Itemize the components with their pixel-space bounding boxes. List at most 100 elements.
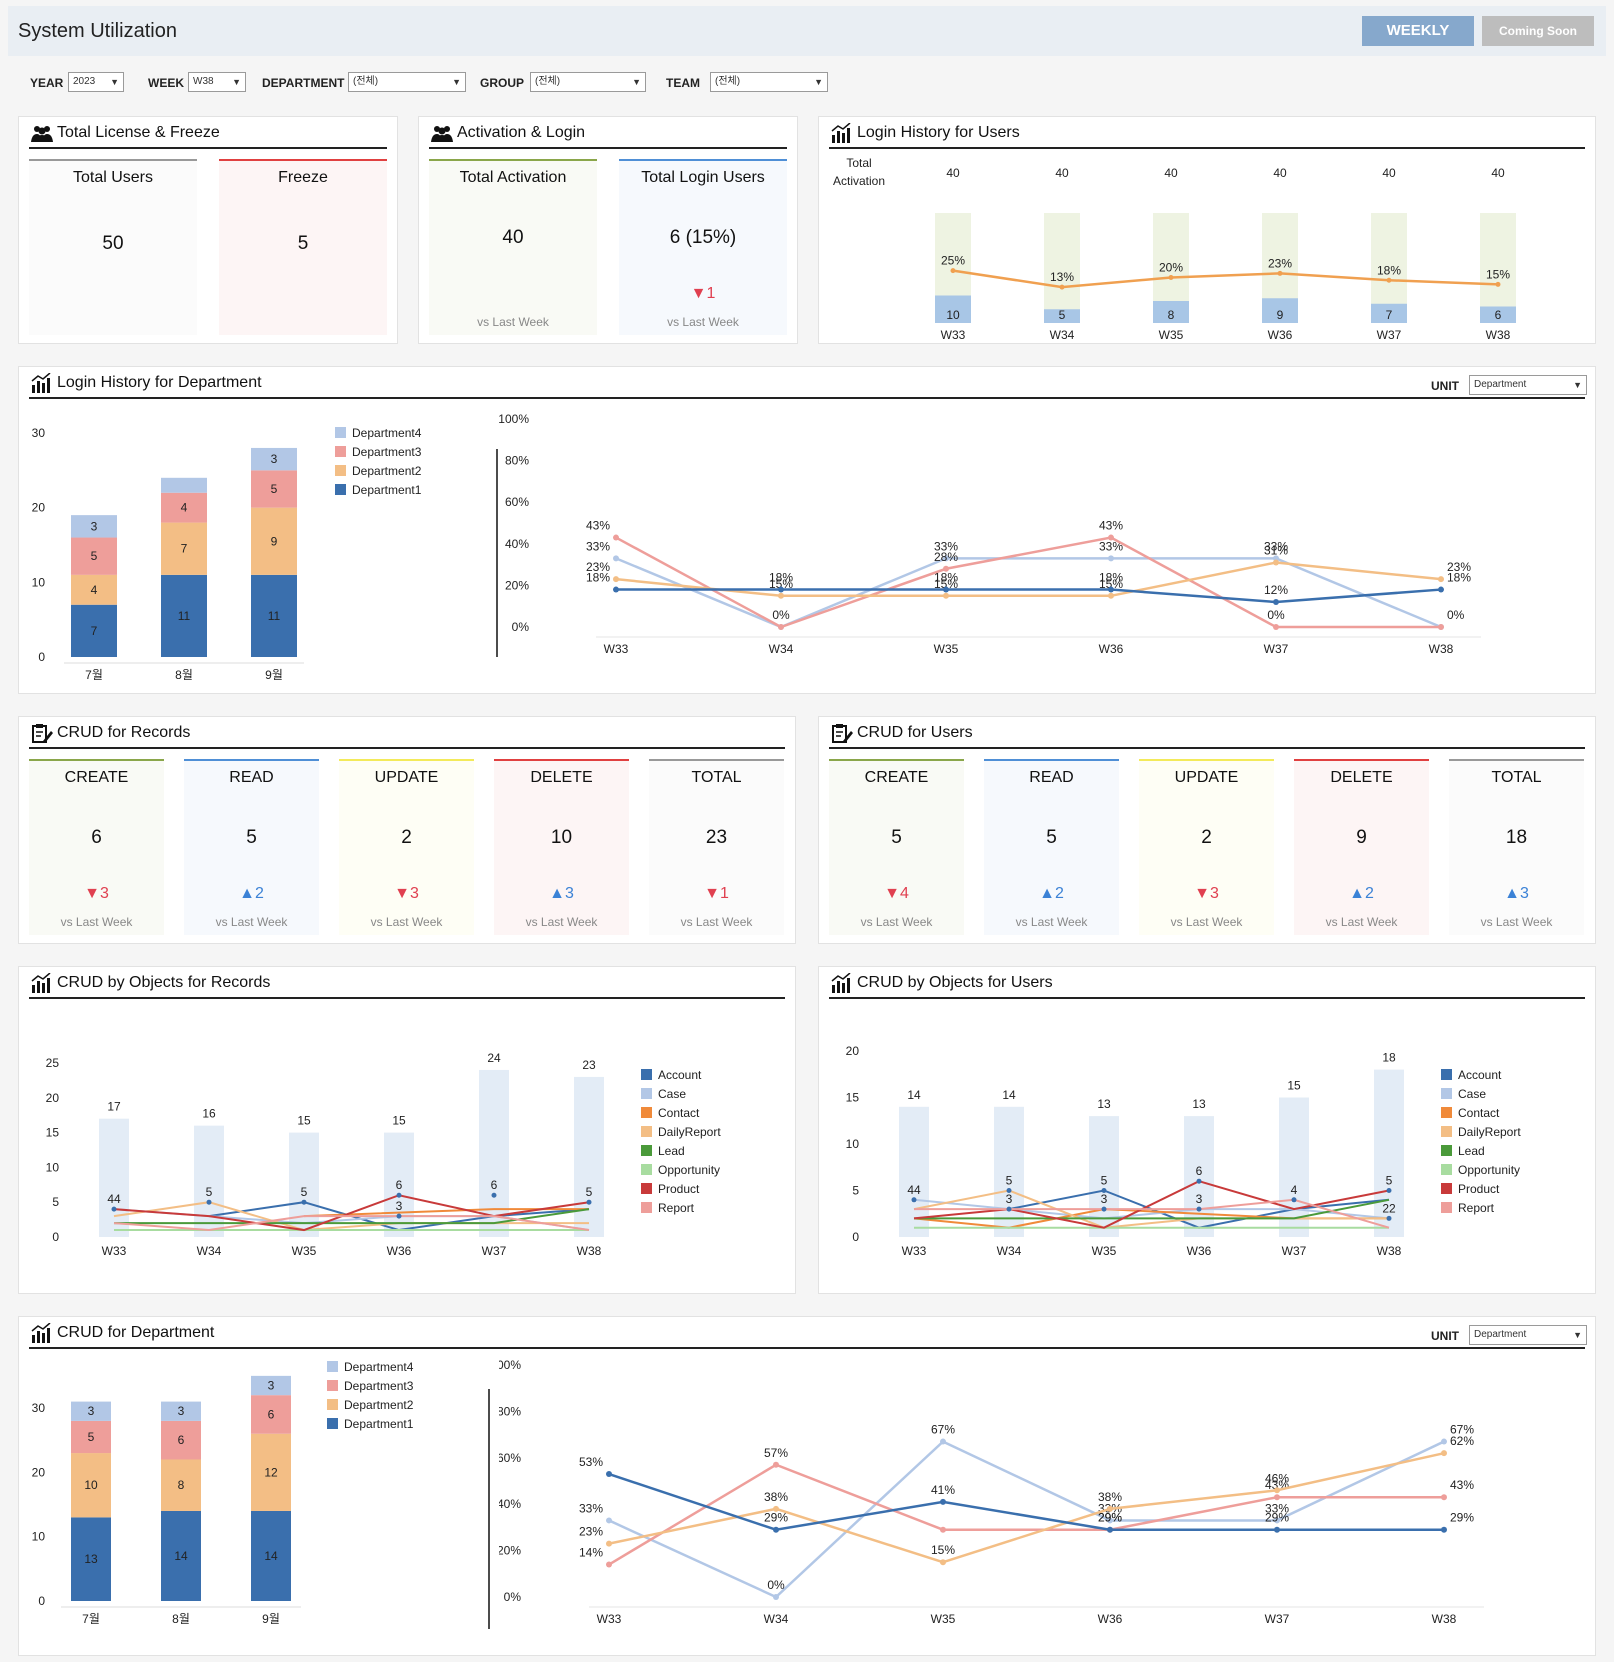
kpi-value: 9 [1356,827,1367,848]
kpi-label: Total Activation [459,169,567,186]
rate-label: 23% [1268,256,1292,270]
login-users-bar [1371,303,1407,323]
clipboard-edit-icon [32,724,53,743]
total-bar [1279,1097,1309,1237]
total-bar [384,1132,414,1237]
weekly-button[interactable]: WEEKLY [1362,16,1474,46]
point-label: 44 [107,1192,121,1206]
login-users-panel: Login History for Users Total Activation 4… [818,116,1596,344]
point-label: 38% [764,1490,788,1504]
series-point [778,586,784,593]
y-tick-label: 20% [505,578,529,592]
title-divider [29,397,1585,399]
series-point [773,1505,779,1512]
team-select[interactable]: (전체) ▼ [710,72,828,92]
object-point [1196,1206,1202,1212]
stack-segment [251,507,297,575]
login-rate-point [1277,270,1283,276]
series-line [608,1463,1444,1566]
segment-label: 14 [264,1549,278,1563]
stack-segment [251,1433,291,1511]
crud-obj-records-title: CRUD by Objects for Records [57,974,271,991]
series-point [943,592,949,599]
point-label: 67% [1450,1423,1474,1437]
unit-select[interactable]: Department ▼ [1469,1325,1587,1345]
legend-swatch [1441,1183,1452,1194]
x-tick-label: W35 [292,1244,317,1258]
year-select[interactable]: 2023 ▼ [68,72,124,92]
series-line [616,588,1442,604]
series-point [1108,555,1114,562]
coming-soon-button[interactable]: Coming Soon [1482,16,1594,46]
legend-swatch [641,1088,652,1099]
users-value-label: 6 [1495,308,1502,322]
series-point [1108,534,1114,541]
y-tick-label: 60% [499,1451,521,1465]
legend-label: Product [1458,1182,1500,1196]
kpi-total: TOTAL 18 ▲3 vs Last Week [1449,759,1584,935]
segment-label: 6 [268,1407,275,1421]
segment-label: 11 [178,609,191,623]
point-label: 0% [767,1578,785,1592]
object-point [206,1199,212,1205]
legend-swatch [327,1361,338,1372]
page-title: System Utilization [18,20,177,42]
crud-dept-stack-chart: 0 10 20 30 13 10 5 3 7월 14 8 6 3 8월 14 12 6 3 9월 Department… [32,1360,490,1629]
y-tick-label: 15 [846,1091,860,1105]
week-select[interactable]: W38 ▼ [188,72,246,92]
x-tick-label: W37 [1264,642,1289,656]
y-tick-label: 10 [32,1530,46,1544]
segment-label: 4 [91,583,98,597]
y-tick-label: 25 [46,1056,60,1070]
x-tick-label: 9월 [262,1612,280,1626]
activation-bar [1044,213,1080,323]
header-bar: System Utilization WEEKLY Coming Soon [8,6,1606,56]
kpi-label: UPDATE [1174,769,1239,786]
x-tick-label: W35 [1092,1244,1117,1258]
object-line [914,1198,1390,1220]
team-label: TEAM [666,76,700,90]
group-select[interactable]: (전체) ▼ [530,72,646,92]
total-label: 18 [1382,1051,1396,1065]
legend-label: Contact [1458,1106,1500,1120]
bar-chart-icon [31,373,51,393]
point-label: 62% [1450,1434,1474,1448]
y-tick-label: 15 [46,1126,60,1140]
legend-label: Department3 [344,1379,414,1393]
stack-segment [251,447,297,471]
stack-segment [71,574,117,605]
kpi-value: 18 [1505,827,1528,848]
x-tick-label: W38 [1377,1244,1402,1258]
total-bar [899,1106,929,1237]
segment-label: 7 [181,542,188,556]
x-tick-label: W34 [769,642,794,656]
point-label: 5 [1006,1174,1013,1188]
total-label: 14 [907,1088,921,1102]
series-point [940,1526,946,1533]
x-tick-label: W38 [1432,1612,1457,1626]
y-tick-label: 5 [852,1184,859,1198]
point-label: 53% [579,1455,603,1469]
point-label: 41% [931,1483,955,1497]
total-bar [1374,1069,1404,1237]
legend-swatch [1441,1126,1452,1137]
object-line [913,1189,1389,1229]
y-tick-label: 100% [499,1358,521,1372]
y-tick-label: 10 [846,1137,860,1151]
unit-select[interactable]: Department ▼ [1469,375,1587,395]
kpi-create: CREATE 6 ▼3 vs Last Week [29,759,164,935]
object-point [396,1213,402,1219]
group-label: GROUP [480,76,525,90]
x-tick-label: W33 [941,328,966,342]
segment-label: 11 [268,609,281,623]
activation-label: 40 [1273,166,1287,180]
legend-swatch [327,1399,338,1410]
title-divider [829,147,1585,149]
y-tick-label: 30 [32,426,46,440]
total-bar [994,1106,1024,1237]
y-tick-label: 0 [852,1230,859,1244]
point-label: 18% [1447,571,1471,585]
department-select[interactable]: (전체) ▼ [348,72,466,92]
point-label: 18% [934,571,958,585]
y-tick-label: 20% [499,1544,521,1558]
